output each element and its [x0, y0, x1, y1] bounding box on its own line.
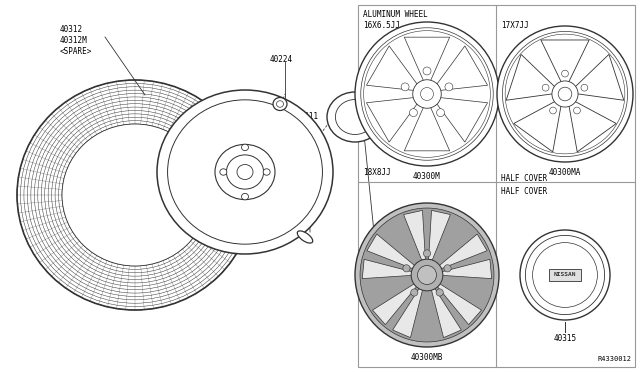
Text: 40224: 40224 [270, 55, 293, 64]
Circle shape [581, 84, 588, 91]
Ellipse shape [241, 193, 248, 200]
Polygon shape [569, 101, 616, 152]
Polygon shape [393, 289, 422, 338]
Polygon shape [431, 289, 461, 338]
Polygon shape [362, 259, 412, 279]
Polygon shape [367, 46, 418, 90]
Circle shape [552, 81, 578, 107]
Polygon shape [442, 259, 492, 279]
Text: 18X8JJ: 18X8JJ [363, 168, 391, 177]
Text: R4330012: R4330012 [598, 356, 632, 362]
Polygon shape [506, 54, 556, 100]
Circle shape [420, 87, 433, 100]
Polygon shape [429, 210, 451, 260]
Circle shape [411, 259, 443, 291]
Circle shape [562, 70, 568, 77]
Text: 40300M: 40300M [413, 172, 441, 181]
Circle shape [550, 107, 556, 114]
Ellipse shape [327, 92, 383, 142]
Text: 40311: 40311 [296, 112, 319, 121]
Text: ALUMINUM WHEEL: ALUMINUM WHEEL [363, 10, 428, 19]
Polygon shape [404, 210, 426, 260]
Text: 16X6.5JJ: 16X6.5JJ [363, 21, 400, 30]
Circle shape [542, 84, 549, 91]
Circle shape [355, 203, 499, 347]
Text: HALF COVER: HALF COVER [501, 187, 547, 196]
Circle shape [497, 26, 633, 162]
Circle shape [411, 289, 418, 296]
Circle shape [413, 80, 441, 108]
Circle shape [417, 266, 436, 285]
Circle shape [520, 230, 610, 320]
Bar [549, 269, 580, 281]
Ellipse shape [215, 144, 275, 200]
Polygon shape [440, 234, 487, 269]
Text: 40300MB: 40300MB [411, 353, 443, 362]
Polygon shape [541, 40, 589, 84]
Circle shape [401, 83, 409, 91]
Ellipse shape [220, 169, 227, 175]
Text: 40315M: 40315M [363, 238, 391, 247]
Circle shape [436, 289, 444, 296]
Text: 40312M: 40312M [60, 36, 88, 45]
Text: 40300MA: 40300MA [549, 168, 581, 177]
Circle shape [364, 31, 490, 157]
Ellipse shape [237, 164, 253, 180]
Ellipse shape [273, 97, 287, 110]
Circle shape [360, 208, 494, 342]
Text: 17X7JJ: 17X7JJ [501, 21, 529, 30]
Circle shape [355, 22, 499, 166]
Polygon shape [438, 284, 481, 325]
Circle shape [505, 34, 625, 154]
Ellipse shape [157, 90, 333, 254]
Ellipse shape [297, 231, 313, 243]
Ellipse shape [62, 124, 208, 266]
Ellipse shape [227, 155, 264, 189]
Polygon shape [436, 46, 488, 90]
Ellipse shape [263, 169, 270, 175]
Text: 40312: 40312 [60, 25, 83, 34]
Polygon shape [372, 284, 417, 325]
Text: NISSAN: NISSAN [554, 273, 576, 278]
Text: <SPARE>: <SPARE> [60, 47, 92, 56]
Polygon shape [367, 97, 418, 142]
Polygon shape [367, 234, 415, 269]
Circle shape [403, 265, 410, 272]
Circle shape [424, 250, 431, 257]
Circle shape [559, 89, 570, 99]
Text: 40300M: 40300M [155, 150, 183, 159]
Polygon shape [404, 106, 450, 151]
Polygon shape [436, 97, 488, 142]
Circle shape [444, 265, 451, 272]
Circle shape [423, 67, 431, 75]
Polygon shape [574, 54, 624, 100]
Circle shape [436, 109, 445, 116]
Ellipse shape [241, 144, 248, 151]
Polygon shape [404, 37, 450, 81]
Ellipse shape [17, 80, 253, 310]
Text: HALF COVER: HALF COVER [501, 174, 547, 183]
Bar [358, 5, 635, 367]
Text: 40315: 40315 [554, 334, 577, 343]
Circle shape [558, 87, 572, 101]
Polygon shape [514, 101, 561, 152]
Circle shape [573, 107, 580, 114]
Circle shape [445, 83, 453, 91]
Circle shape [410, 109, 417, 116]
